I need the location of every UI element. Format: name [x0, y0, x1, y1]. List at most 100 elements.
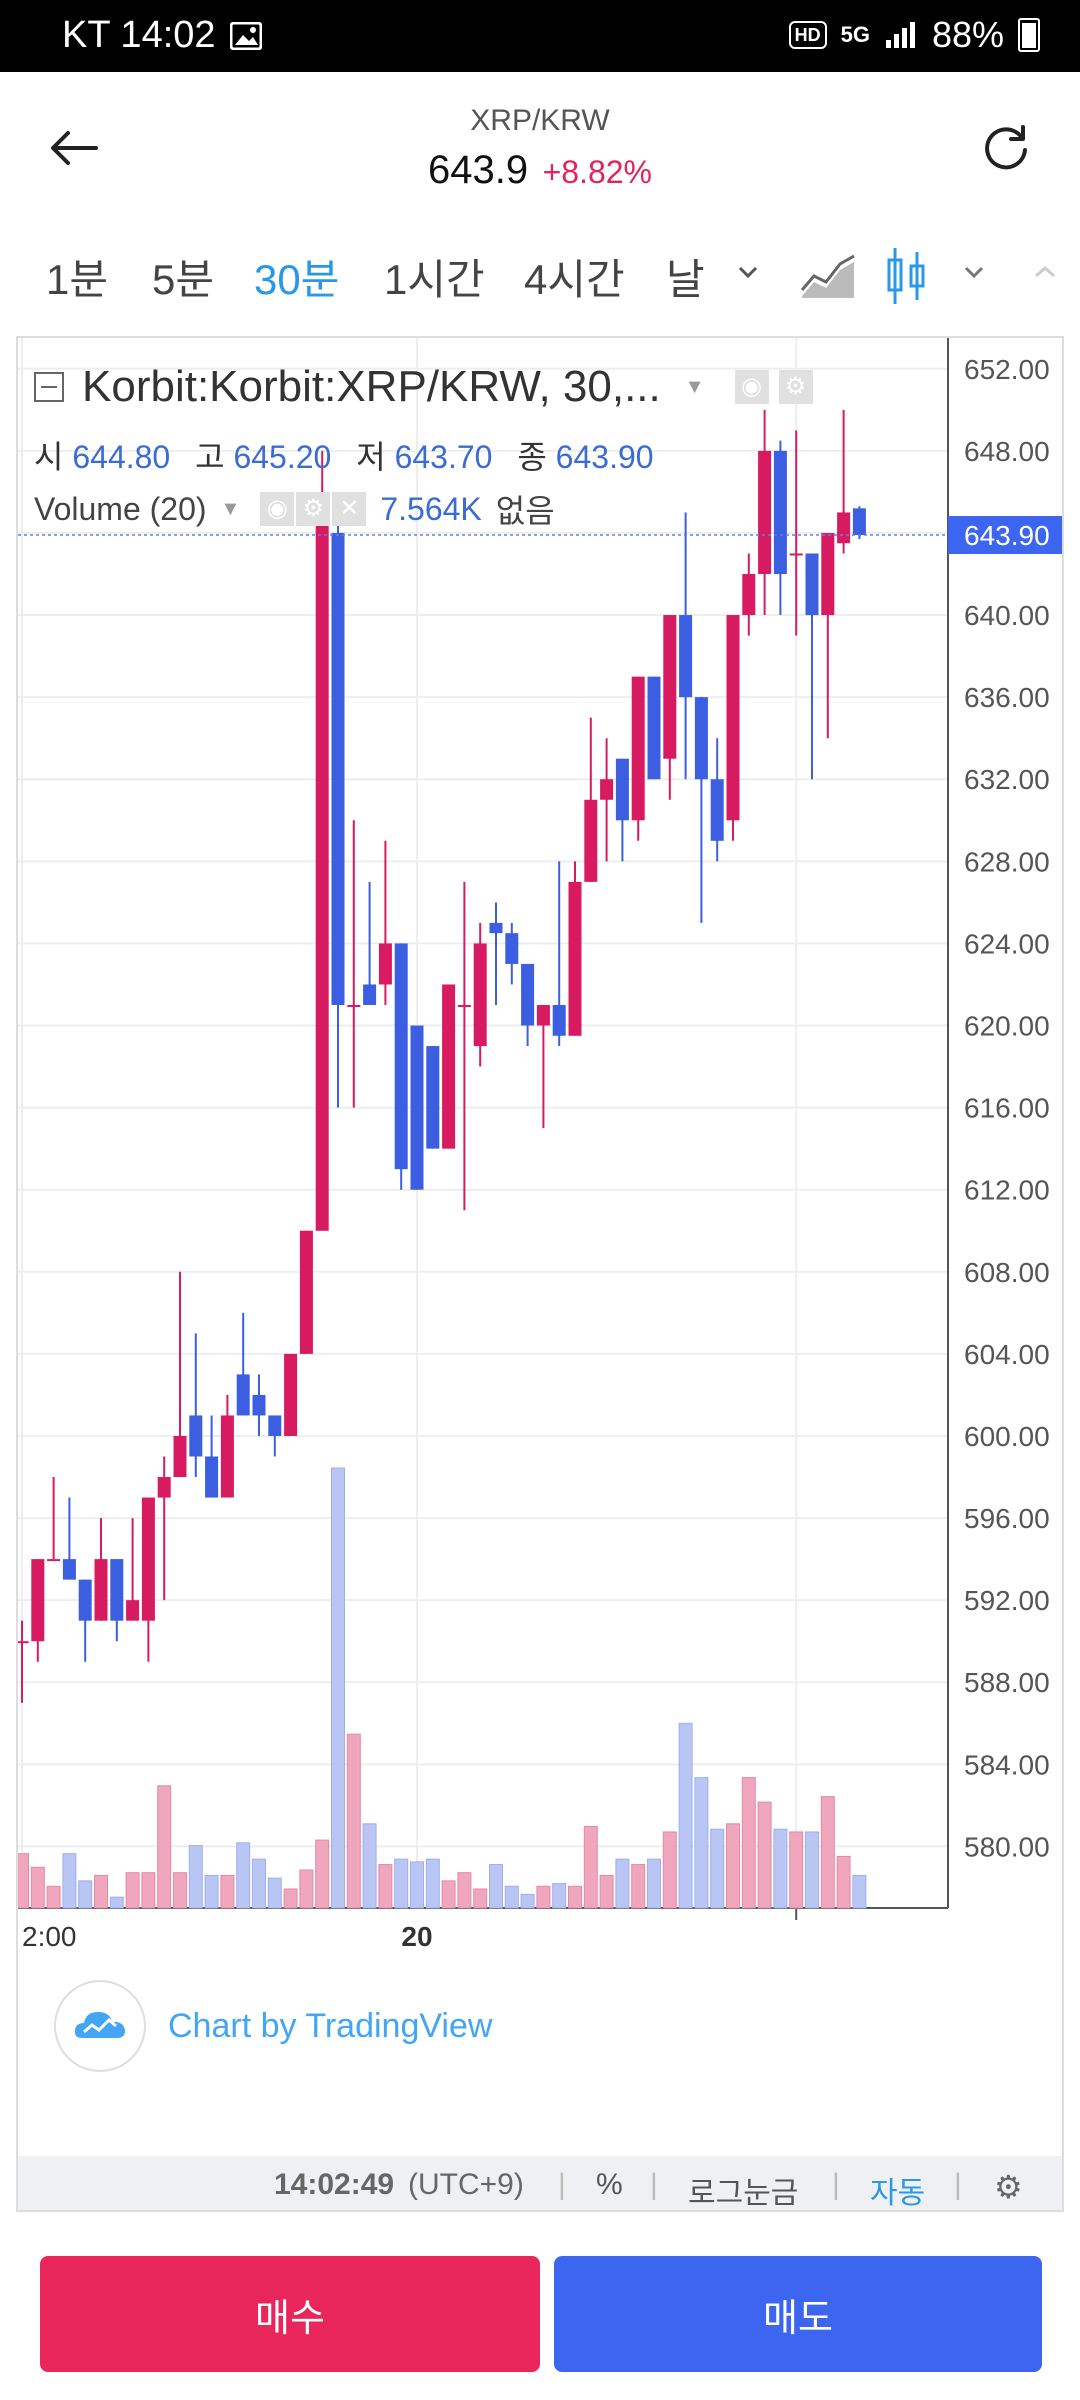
eye-icon[interactable]: ◉	[734, 370, 769, 404]
volume-bar	[647, 1858, 661, 1909]
candlestick-chart[interactable]: 652.00648.00644.00640.00636.00632.00628.…	[18, 338, 1064, 2156]
gear-icon[interactable]: ⚙	[778, 370, 813, 404]
volume-bar	[46, 1885, 61, 1909]
volume-bar	[631, 1864, 646, 1909]
symbol-caret-icon[interactable]: ▼	[684, 375, 705, 398]
pair-title: XRP/KRW	[470, 104, 610, 137]
candle-body	[236, 1374, 250, 1416]
volume-bar	[62, 1853, 77, 1909]
divider: |	[558, 2168, 566, 2201]
candle-body	[837, 512, 851, 544]
close-value: 643.90	[555, 439, 654, 475]
auto-scale-toggle[interactable]: 자동	[870, 2177, 926, 2210]
candle-body	[536, 1004, 550, 1026]
volume-bar	[173, 1872, 187, 1909]
volume-bar	[662, 1831, 677, 1909]
volume-bar	[615, 1858, 630, 1909]
candle-body	[220, 1415, 234, 1498]
tab-1m[interactable]: 1분	[46, 256, 108, 303]
log-scale-toggle[interactable]: 로그눈금	[688, 2177, 799, 2210]
symbol-name[interactable]: Korbit:Korbit:XRP/KRW, 30,...	[82, 362, 661, 411]
volume-bar	[425, 1858, 440, 1909]
volume-bar	[331, 1467, 345, 1909]
volume-close-icon[interactable]: ✕	[332, 492, 367, 526]
volume-bar	[504, 1885, 519, 1909]
volume-bar	[204, 1874, 219, 1909]
volume-bar	[773, 1828, 788, 1909]
candle-body	[568, 881, 582, 1036]
volume-bar	[252, 1858, 266, 1909]
divider: |	[954, 2168, 962, 2201]
candle-body	[363, 984, 377, 1005]
candle-body	[315, 512, 329, 1231]
candle-body	[268, 1415, 282, 1436]
volume-caret-icon[interactable]: ▼	[220, 497, 241, 520]
candle-body	[758, 450, 772, 575]
candle-body	[521, 963, 535, 1026]
interval-chevron-down-icon[interactable]	[734, 262, 762, 282]
y-tick-label: 588.00	[964, 1667, 1050, 1698]
chart-container[interactable]: 652.00648.00644.00640.00636.00632.00628.…	[16, 336, 1064, 2212]
watermark-text: Chart by TradingView	[168, 2006, 493, 2045]
candle-body	[789, 553, 803, 556]
low-label: 저	[356, 439, 386, 475]
volume-bar	[820, 1796, 835, 1909]
y-tick-label: 596.00	[964, 1503, 1050, 1534]
volume-bar	[726, 1823, 740, 1909]
sell-button[interactable]: 매도	[554, 2256, 1042, 2372]
candlestick-icon[interactable]	[884, 244, 928, 308]
tab-5m[interactable]: 5분	[152, 256, 214, 303]
price-change: +8.82%	[542, 154, 652, 190]
volume-gear-icon[interactable]: ⚙	[296, 492, 331, 526]
candle-body	[489, 922, 503, 934]
timezone[interactable]: (UTC+9)	[408, 2168, 524, 2201]
volume-bar	[520, 1893, 535, 1909]
current-price: 643.9	[428, 148, 529, 192]
volume-legend: Volume (20) ▼ ◉ ⚙ ✕ 7.564K 없음	[34, 486, 555, 532]
candle-body	[694, 697, 708, 780]
volume-bar	[789, 1831, 804, 1909]
tradingview-watermark[interactable]: Chart by TradingView	[54, 1980, 492, 2072]
chart-type-chevron-down-icon[interactable]	[960, 262, 988, 282]
candle-body	[141, 1497, 155, 1621]
back-arrow-icon[interactable]	[44, 118, 104, 178]
volume-bar	[188, 1845, 203, 1909]
y-tick-label: 592.00	[964, 1585, 1050, 1616]
interval-tabs: 1분 5분 30분 1시간 4시간 날	[0, 232, 1080, 332]
volume-bar	[410, 1861, 424, 1909]
tab-30m[interactable]: 30분	[254, 256, 340, 303]
candle-body	[189, 1415, 203, 1457]
area-chart-icon[interactable]	[800, 252, 856, 302]
volume-bar	[568, 1885, 582, 1909]
buy-button[interactable]: 매수	[40, 2256, 540, 2372]
candle-body	[284, 1353, 298, 1436]
volume-value: 7.564K	[380, 490, 482, 527]
volume-eye-icon[interactable]: ◉	[260, 492, 295, 526]
volume-bar	[741, 1777, 756, 1909]
network-5g-icon: 5G	[840, 22, 870, 47]
y-tick-label: 640.00	[964, 600, 1050, 631]
volume-label[interactable]: Volume (20)	[34, 490, 207, 527]
high-value: 645.20	[233, 439, 332, 475]
volume-bar	[125, 1872, 140, 1909]
settings-gear-icon[interactable]: ⚙	[994, 2169, 1023, 2205]
y-tick-label: 620.00	[964, 1011, 1050, 1042]
y-tick-label: 616.00	[964, 1093, 1050, 1124]
y-tick-label: 608.00	[964, 1257, 1050, 1288]
tab-4h[interactable]: 4시간	[524, 256, 625, 303]
legend-collapse-icon[interactable]	[34, 372, 64, 402]
candle-body	[62, 1559, 76, 1580]
volume-bar	[757, 1801, 772, 1909]
volume-bar	[583, 1826, 598, 1909]
candle-body	[173, 1435, 187, 1478]
refresh-icon[interactable]	[976, 118, 1036, 178]
candle-body	[47, 1559, 61, 1562]
collapse-chevron-up-icon[interactable]	[1030, 262, 1060, 282]
candle-body	[31, 1559, 45, 1642]
tab-day[interactable]: 날	[666, 256, 705, 303]
tab-1h[interactable]: 1시간	[384, 256, 485, 303]
percent-toggle[interactable]: %	[596, 2168, 623, 2201]
y-tick-label: 612.00	[964, 1175, 1050, 1206]
y-tick-label: 652.00	[964, 354, 1050, 385]
signal-icon	[885, 22, 915, 48]
